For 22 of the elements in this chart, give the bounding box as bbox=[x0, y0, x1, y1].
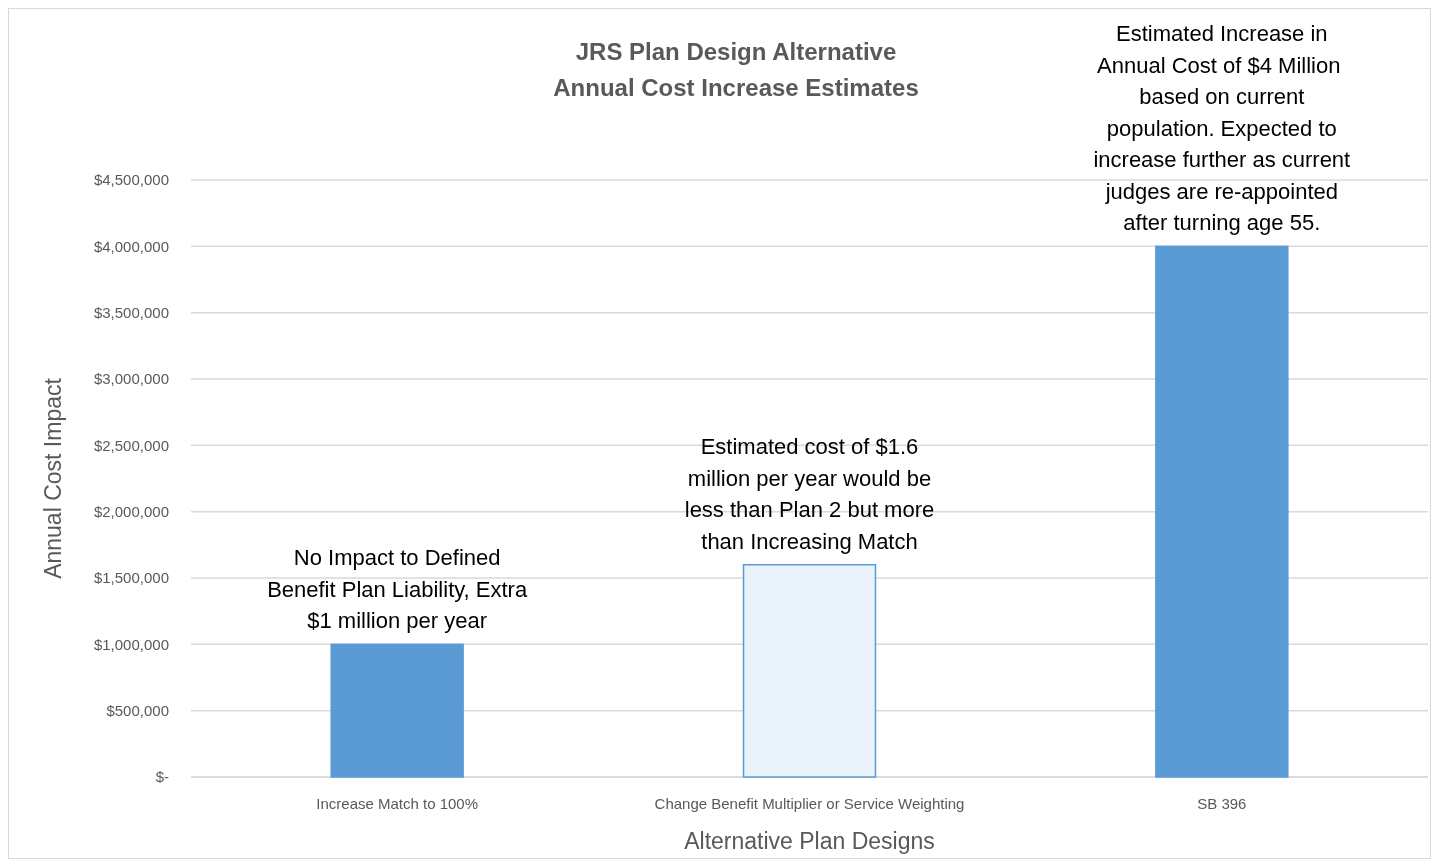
y-tick-label: $2,500,000 bbox=[93, 436, 169, 454]
y-tick-label: $3,000,000 bbox=[93, 370, 169, 388]
bar bbox=[330, 643, 464, 778]
y-tick-label: $2,000,000 bbox=[93, 502, 169, 520]
x-axis-title: Alternative Plan Designs bbox=[684, 828, 935, 854]
chart-title: JRS Plan Design Alternative Annual Cost Increase Estimates bbox=[553, 38, 919, 101]
y-tick-label: $500,000 bbox=[106, 701, 169, 719]
y-tick-label: $4,500,000 bbox=[93, 171, 169, 189]
bar bbox=[1155, 245, 1289, 778]
x-tick-label: SB 396 bbox=[1197, 795, 1247, 812]
annotation: No Impact to Defined Benefit Plan Liability, Extra $1 million per year bbox=[267, 545, 528, 634]
y-tick-label: $1,500,000 bbox=[93, 569, 169, 587]
x-tick-label: Change Benefit Multiplier or Service Weighting bbox=[654, 795, 965, 812]
x-tick-label: Increase Match to 100% bbox=[316, 795, 479, 812]
y-tick-label: $3,500,000 bbox=[93, 303, 169, 321]
y-axis-title: Annual Cost Impact bbox=[40, 377, 66, 579]
annotation: Estimated Increase in Annual Cost of $4 Million based on current population. Expected to increase further as current judges are re-appointed after turning age 55. bbox=[1093, 21, 1351, 236]
y-tick-label: $4,000,000 bbox=[93, 237, 169, 255]
y-tick-label: $1,000,000 bbox=[93, 635, 169, 653]
annotation: Estimated cost of $1.6 million per year would be less than Plan 2 but more than Increasing Match bbox=[684, 434, 935, 554]
y-tick-label: $- bbox=[155, 768, 169, 786]
bar bbox=[742, 563, 877, 778]
